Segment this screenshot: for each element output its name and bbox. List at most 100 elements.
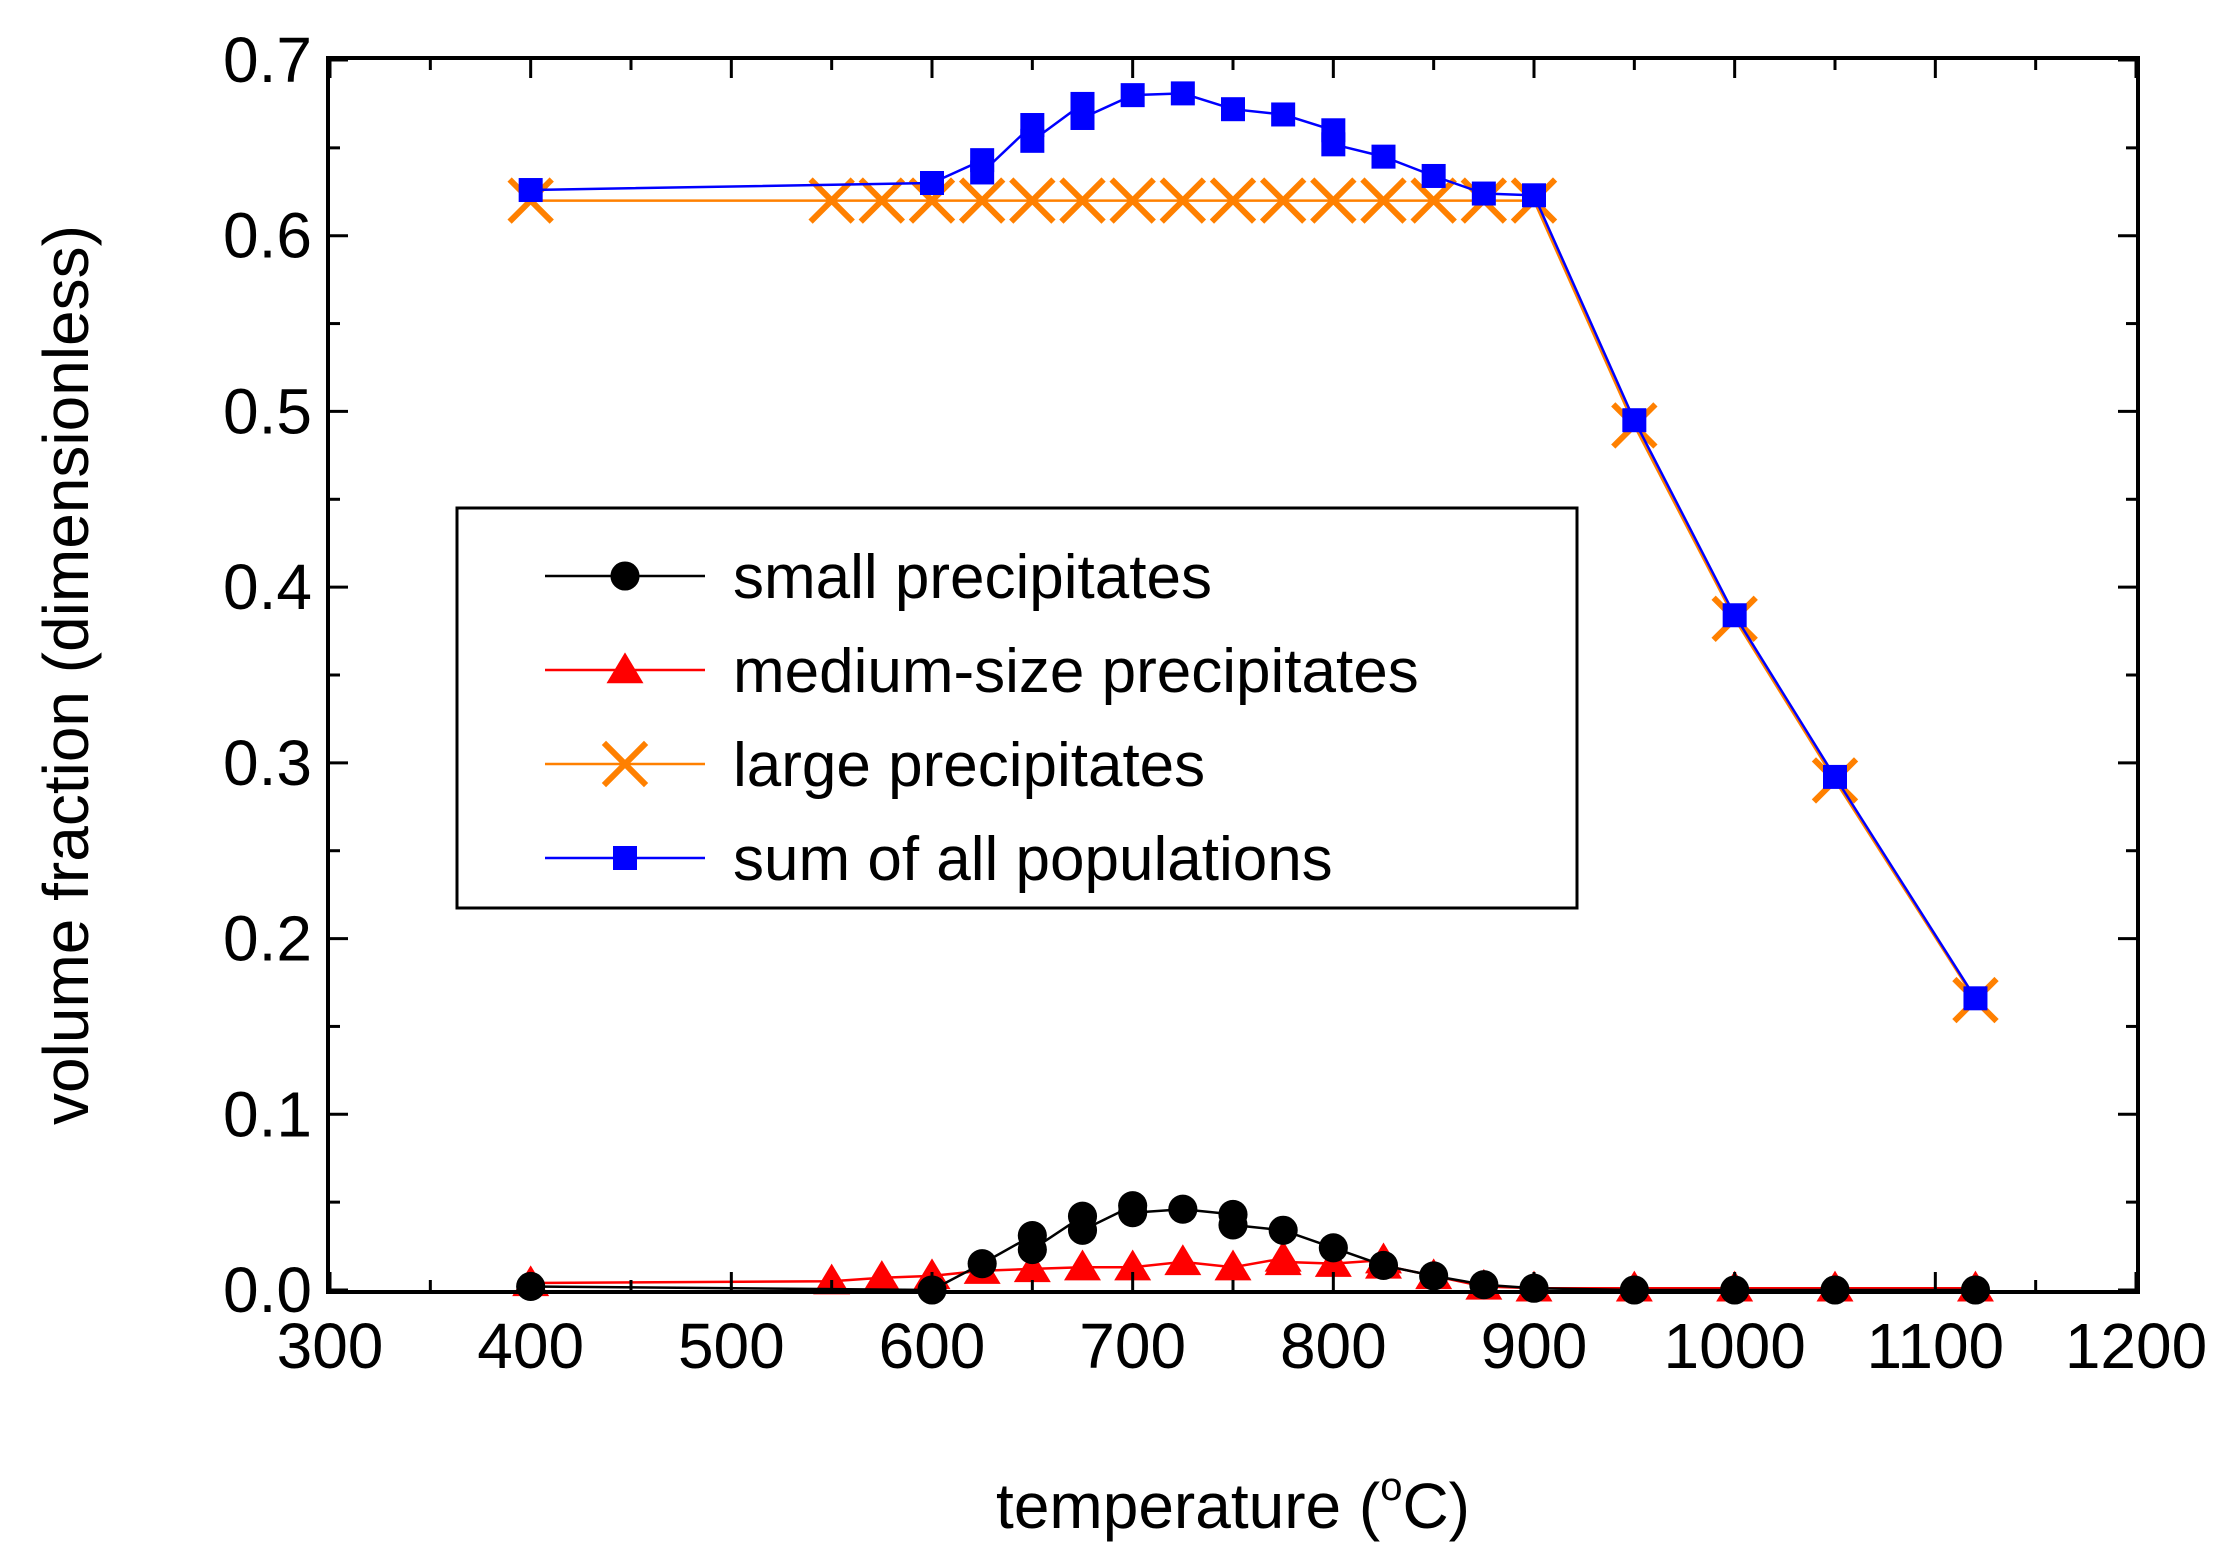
series-4-point-14 [1321,132,1346,157]
y-tick-label: 0.0 [223,1254,312,1326]
series-2-point-12 [1264,1244,1302,1276]
series-2-point-9 [1164,1244,1202,1276]
legend-marker [601,740,649,788]
series-3-point-10 [1209,177,1257,224]
x-tick-label: 900 [1481,1310,1588,1382]
plot-area-frame [326,56,2140,1294]
series-4-point-1 [518,178,543,203]
legend-entry-4: sum of all populations [545,825,1333,894]
x-tick-label: 800 [1280,1310,1387,1382]
legend-entry-3: large precipitates [545,731,1205,800]
legend-entry-1: small precipitates [545,543,1212,612]
x-tick-label: 600 [879,1310,986,1382]
series-3 [507,177,1999,1024]
series-3-point-9-stroke-b [1159,177,1207,224]
series-4-point-22 [1963,986,1988,1011]
legend-marker [613,846,637,870]
series-1-point-10 [1168,1194,1198,1224]
series-1-point-14 [1318,1233,1348,1263]
series-3-point-14-stroke-b [1410,177,1457,224]
series-4-line [530,92,1977,999]
y-tick-label: 0.6 [223,200,312,272]
series-1-point-7 [1067,1215,1098,1245]
x-tick-label: 1100 [1867,1310,2005,1382]
series-3-point-13-stroke-b [1360,177,1407,224]
series-3-point-4-stroke-b [908,177,956,224]
legend-entry-2: medium-size precipitates [545,637,1419,706]
series-1-point-17 [1469,1270,1499,1300]
x-tick-label: 700 [1079,1310,1186,1382]
series-4-point-2 [920,171,944,195]
x-tick-label: 1200 [2065,1310,2207,1382]
series-4-point-10 [1170,81,1195,106]
series-4-point-16 [1421,163,1446,188]
series-1-point-5 [1017,1235,1047,1265]
series-3-point-7 [1059,177,1106,224]
series-4-point-8 [1070,105,1095,130]
series-3-point-11 [1259,177,1307,224]
tick-layer: 300 400 500 600 700 800 900 1000 1100 1200 0.0 0.1 0… [223,24,2207,1382]
series-3-point-5 [958,177,1006,224]
legend-label: small precipitates [733,543,1212,612]
series-4-point-20 [1722,603,1747,628]
x-tick-label: 400 [477,1310,584,1382]
series-4-point-11 [1221,97,1245,122]
series-3-point-12-stroke-b [1310,177,1357,224]
legend-label: large precipitates [733,731,1205,800]
series-3-point-12 [1310,177,1357,224]
y-tick-label: 0.2 [223,903,312,975]
series-3-point-9 [1159,177,1207,224]
series-3-point-8-stroke-b [1109,177,1156,224]
series-3-line [530,199,1977,1001]
series-3-point-6-stroke-b [1009,177,1056,224]
x-tick-label: 300 [277,1310,384,1382]
series-3-point-11-stroke-b [1259,177,1307,224]
series-3-point-14 [1410,177,1457,224]
series-3-point-3-stroke-b [858,177,906,224]
series-3-point-4 [908,177,956,224]
series-3-point-10-stroke-b [1209,177,1257,224]
x-tick-label: 1000 [1663,1310,1805,1382]
series-3-point-13 [1360,177,1407,224]
x-axis-title: temperature (oC) [996,1465,1470,1542]
y-tick-label: 0.1 [223,1078,312,1150]
series-3-point-2 [808,177,855,224]
legend-marker [610,561,640,591]
series-4-point-17 [1471,181,1496,206]
series-3-point-8 [1109,177,1156,224]
series-3-point-5-stroke-b [958,177,1006,224]
series-1-point-12 [1218,1210,1248,1240]
series-1-point-15 [1368,1250,1399,1280]
series-layer [507,81,1999,1305]
legend: small precipitates medium-size precipitat… [455,506,1579,910]
y-axis-title: volume fraction (dimensionless) [30,225,102,1125]
series-2-point-2 [813,1263,851,1295]
legend-entries: small precipitates medium-size precipitat… [545,543,1419,894]
series-4-point-19 [1622,408,1647,433]
y-tick-label: 0.7 [223,24,312,96]
series-4-point-4 [970,160,995,185]
series-4-point-15 [1371,144,1396,169]
series-3-point-2-stroke-b [808,177,855,224]
legend-marker [606,652,644,684]
series-2-point-6 [1013,1251,1051,1283]
series-2-point-8 [1114,1249,1152,1281]
series-3-point-7-stroke-b [1059,177,1106,224]
series-2-point-7 [1064,1249,1101,1281]
series-2-point-10 [1214,1249,1252,1281]
series-1-point-9 [1118,1198,1148,1228]
y-tick-label: 0.3 [223,727,312,799]
series-4-point-9 [1120,83,1145,108]
series-4 [518,81,1988,1011]
series-1-point-3 [967,1249,997,1279]
series-2-point-3 [863,1260,901,1291]
series-3-point-3 [858,177,906,224]
x-axis-title-superscript: o [1380,1465,1402,1509]
legend-box [455,506,1579,910]
x-tick-label: 500 [678,1310,785,1382]
x-axis-title-suffix: C) [1402,1470,1470,1542]
legend-label: sum of all populations [733,825,1333,894]
series-3-point-6 [1009,177,1056,224]
series-4-point-6 [1020,128,1045,153]
